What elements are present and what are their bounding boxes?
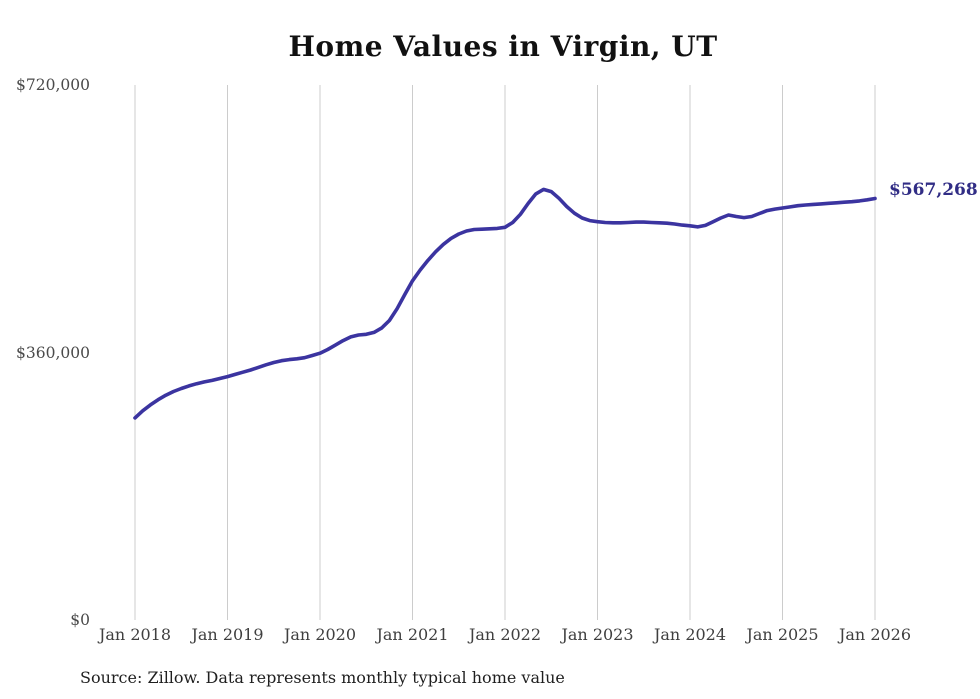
x-tick-label: Jan 2023: [561, 625, 634, 644]
x-tick-label: Jan 2021: [376, 625, 449, 644]
x-tick-label: Jan 2020: [283, 625, 357, 644]
x-tick-label: Jan 2026: [838, 625, 912, 644]
y-tick-label: $720,000: [16, 76, 90, 94]
x-axis-labels: Jan 2018 Jan 2019 Jan 2020 Jan 2021 Jan 2022…: [0, 625, 980, 647]
source-note: Source: Zillow. Data represents monthly …: [80, 668, 565, 687]
chart-title: Home Values in Virgin, UT: [288, 30, 718, 63]
x-tick-label: Jan 2024: [653, 625, 727, 644]
x-tick-label: Jan 2019: [191, 625, 264, 644]
x-tick-label: Jan 2025: [746, 625, 819, 644]
gridlines-group: [134, 85, 876, 620]
y-tick-label: $360,000: [16, 343, 90, 362]
home-value-line: [133, 187, 877, 420]
x-tick-label: Jan 2022: [468, 625, 542, 644]
end-value-label: $567,268: [889, 179, 978, 200]
y-tick-label: $0: [70, 611, 90, 629]
x-tick-label: Jan 2018: [98, 625, 172, 644]
